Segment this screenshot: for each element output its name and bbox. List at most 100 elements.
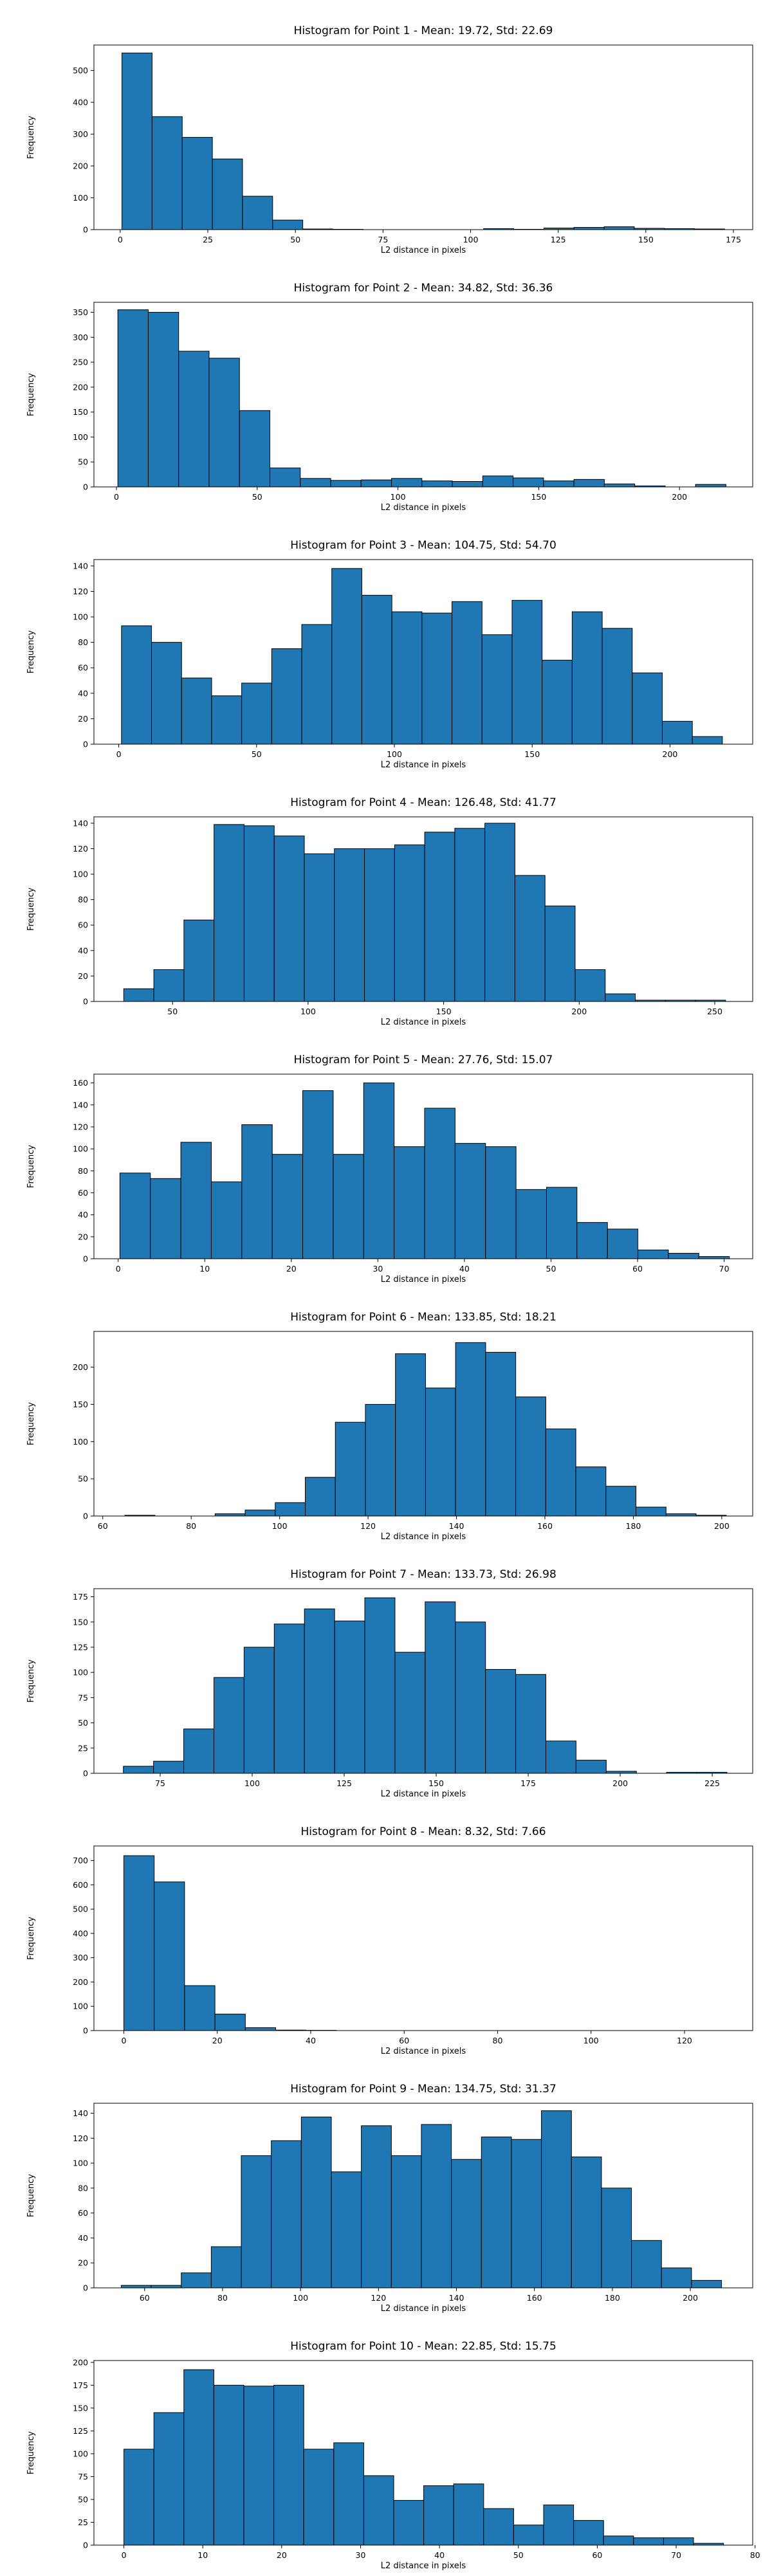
histogram-bar [304,2449,334,2545]
y-tick-label: 125 [73,1642,88,1652]
histogram-bar [184,1729,214,1773]
histogram-bar [571,2157,602,2288]
x-tick-label: 60 [632,1264,643,1274]
histogram-bar [544,481,574,487]
histogram-bar [304,854,335,1001]
histogram-bar [331,2172,362,2288]
y-tick-label: 0 [83,1512,88,1521]
histogram-bar [396,1354,426,1516]
histogram-bar [334,2443,364,2545]
histogram-plot-9: Histogram for Point 9 - Mean: 134.75, St… [0,2058,772,2316]
histogram-bar [663,2538,694,2545]
y-tick-label: 500 [73,1905,88,1914]
y-tick-label: 250 [73,358,88,367]
x-tick-label: 200 [672,492,687,502]
y-tick-label: 100 [73,432,88,442]
x-tick-label: 25 [203,235,213,244]
x-tick-label: 100 [293,2293,308,2303]
histogram-bar [365,848,395,1001]
x-tick-label: 50 [252,749,262,759]
y-tick-label: 300 [73,1953,88,1962]
y-tick-label: 100 [73,612,88,622]
histogram-bar [452,2159,482,2288]
histogram-bar [152,643,182,744]
histogram-bar [575,970,605,1001]
histogram-chart-7: Histogram for Point 7 - Mean: 133.73, St… [0,1544,772,1801]
y-tick-label: 100 [73,1668,88,1677]
y-axis-label: Frequency [26,630,36,673]
histogram-bar [363,1083,394,1259]
histogram-bar [148,313,178,487]
y-tick-label: 0 [83,1254,88,1264]
histogram-bar [270,468,300,487]
histogram-bar [151,2285,181,2288]
x-tick-label: 60 [399,2036,409,2045]
x-tick-label: 10 [198,2550,208,2560]
x-axis-label: L2 distance in pixels [381,1789,466,1799]
histogram-bar [605,994,636,1001]
x-tick-label: 30 [356,2550,366,2560]
chart-title: Histogram for Point 10 - Mean: 22.85, St… [290,2340,556,2353]
x-axis-label: L2 distance in pixels [381,2304,466,2314]
y-tick-label: 0 [83,740,88,749]
x-axis-label: L2 distance in pixels [381,2047,466,2056]
x-tick-label: 80 [750,2550,760,2560]
histogram-bar [245,1510,275,1516]
histogram-chart-10: Histogram for Point 10 - Mean: 22.85, St… [0,2316,772,2573]
y-tick-label: 200 [73,382,88,392]
x-tick-label: 150 [524,749,540,759]
histogram-bar [241,2155,271,2288]
histogram-bar [214,1677,244,1773]
x-tick-label: 150 [436,1007,452,1016]
histogram-bar [394,1147,425,1259]
y-tick-label: 100 [73,2159,88,2168]
histogram-bar [454,2484,484,2545]
x-tick-label: 60 [592,2550,602,2560]
x-axis-label: L2 distance in pixels [381,1532,466,1542]
histogram-bar [273,220,303,230]
y-tick-label: 120 [73,1122,88,1132]
x-tick-label: 100 [244,1778,260,1788]
histogram-bar [244,1647,274,1773]
x-tick-label: 40 [306,2036,316,2045]
histogram-bar [333,1155,363,1259]
y-tick-label: 700 [73,1856,88,1865]
histogram-bar [424,2486,454,2545]
x-tick-label: 250 [707,1007,722,1016]
histogram-bar [666,1514,696,1516]
y-tick-label: 400 [73,1928,88,1938]
histogram-chart-4: Histogram for Point 4 - Mean: 126.48, St… [0,772,772,1029]
chart-title: Histogram for Point 5 - Mean: 27.76, Std… [294,1054,553,1066]
y-tick-label: 40 [78,1210,88,1219]
histogram-bar [124,989,154,1001]
y-tick-label: 0 [83,997,88,1007]
x-tick-label: 30 [372,1264,383,1274]
x-tick-label: 80 [493,2036,503,2045]
y-tick-label: 100 [73,1144,88,1154]
y-tick-label: 120 [73,2133,88,2143]
histogram-bar [486,1669,516,1773]
histogram-bar [395,1652,425,1773]
y-tick-label: 140 [73,2108,88,2118]
y-tick-label: 175 [73,1592,88,1602]
histogram-bar [604,227,634,230]
y-tick-label: 60 [78,2208,88,2218]
y-tick-label: 150 [73,1400,88,1409]
x-tick-label: 100 [300,1007,316,1016]
histogram-bar [515,875,545,1001]
histogram-bar [185,1986,215,2031]
histogram-plot-6: Histogram for Point 6 - Mean: 133.85, St… [0,1286,772,1544]
y-tick-label: 40 [78,2233,88,2243]
histogram-bar [363,2476,394,2545]
y-tick-label: 0 [83,225,88,235]
histogram-bar [544,2505,574,2545]
y-tick-label: 175 [73,2380,88,2390]
x-tick-label: 140 [449,1521,464,1531]
histogram-chart-2: Histogram for Point 2 - Mean: 34.82, Std… [0,257,772,515]
histogram-bar [545,906,575,1001]
x-tick-label: 50 [167,1007,178,1016]
histogram-bar [486,1352,516,1516]
x-tick-label: 50 [290,235,300,244]
histogram-bar [181,1142,211,1259]
